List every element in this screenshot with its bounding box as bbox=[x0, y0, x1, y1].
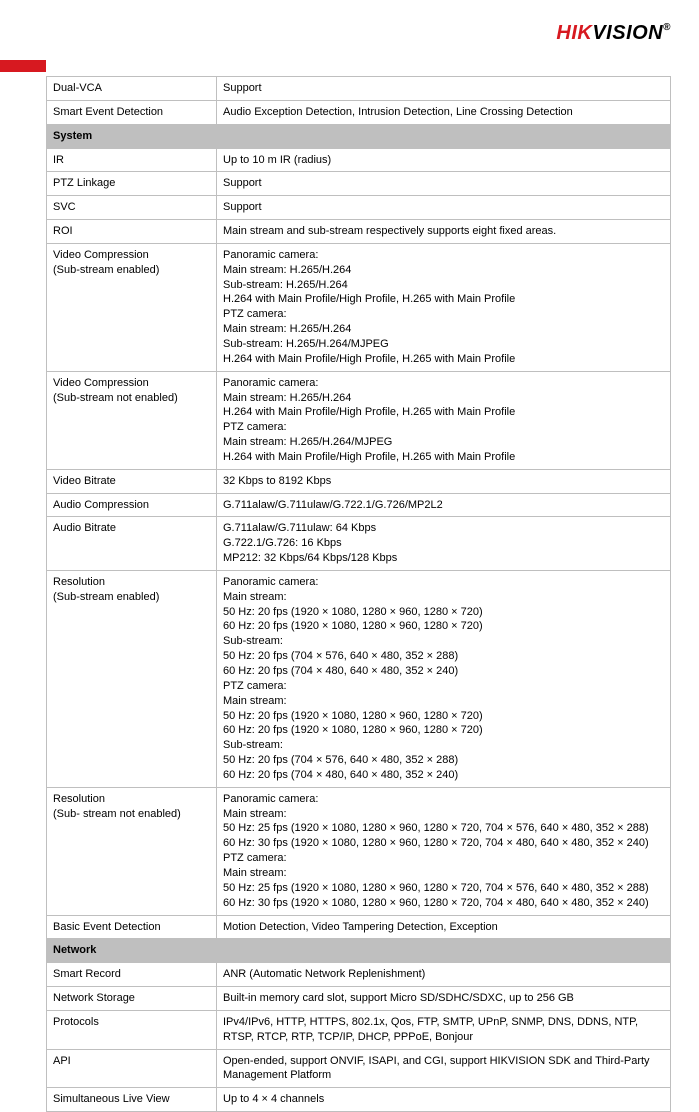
spec-key: IR bbox=[47, 148, 217, 172]
table-row: Video Compression (Sub-stream not enable… bbox=[47, 371, 671, 469]
spec-value: Panoramic camera: Main stream: H.265/H.2… bbox=[217, 243, 671, 371]
table-row: PTZ LinkageSupport bbox=[47, 172, 671, 196]
table-row: SVCSupport bbox=[47, 196, 671, 220]
brand-logo: HIKVISION® bbox=[556, 22, 671, 45]
logo-text-black: VISION bbox=[592, 22, 663, 44]
spec-value: Motion Detection, Video Tampering Detect… bbox=[217, 915, 671, 939]
table-row: Video Compression (Sub-stream enabled)Pa… bbox=[47, 243, 671, 371]
spec-value: Built-in memory card slot, support Micro… bbox=[217, 987, 671, 1011]
spec-key: ROI bbox=[47, 220, 217, 244]
accent-bar bbox=[0, 60, 46, 72]
table-row: Simultaneous Live ViewUp to 4 × 4 channe… bbox=[47, 1088, 671, 1112]
section-row: System bbox=[47, 124, 671, 148]
spec-value: Main stream and sub-stream respectively … bbox=[217, 220, 671, 244]
spec-value: Panoramic camera: Main stream: H.265/H.2… bbox=[217, 371, 671, 469]
table-row: Video Bitrate32 Kbps to 8192 Kbps bbox=[47, 469, 671, 493]
table-row: Resolution (Sub-stream enabled)Panoramic… bbox=[47, 570, 671, 787]
table-row: Dual-VCASupport bbox=[47, 77, 671, 101]
spec-value: Panoramic camera: Main stream: 50 Hz: 25… bbox=[217, 787, 671, 915]
section-title: System bbox=[47, 124, 671, 148]
spec-value: G.711alaw/G.711ulaw: 64 Kbps G.722.1/G.7… bbox=[217, 517, 671, 571]
spec-key: Resolution (Sub- stream not enabled) bbox=[47, 787, 217, 915]
table-row: ProtocolsIPv4/IPv6, HTTP, HTTPS, 802.1x,… bbox=[47, 1010, 671, 1049]
table-row: Smart RecordANR (Automatic Network Reple… bbox=[47, 963, 671, 987]
spec-key: Network Storage bbox=[47, 987, 217, 1011]
spec-value: Up to 10 m IR (radius) bbox=[217, 148, 671, 172]
spec-value: Panoramic camera: Main stream: 50 Hz: 20… bbox=[217, 570, 671, 787]
spec-value: ANR (Automatic Network Replenishment) bbox=[217, 963, 671, 987]
spec-value: G.711alaw/G.711ulaw/G.722.1/G.726/MP2L2 bbox=[217, 493, 671, 517]
spec-key: Video Bitrate bbox=[47, 469, 217, 493]
spec-key: Audio Bitrate bbox=[47, 517, 217, 571]
spec-key: Protocols bbox=[47, 1010, 217, 1049]
spec-key: Smart Record bbox=[47, 963, 217, 987]
table-row: Smart Event DetectionAudio Exception Det… bbox=[47, 100, 671, 124]
spec-value: IPv4/IPv6, HTTP, HTTPS, 802.1x, Qos, FTP… bbox=[217, 1010, 671, 1049]
section-title: Network bbox=[47, 939, 671, 963]
spec-key: Video Compression (Sub-stream not enable… bbox=[47, 371, 217, 469]
spec-key: PTZ Linkage bbox=[47, 172, 217, 196]
section-row: Network bbox=[47, 939, 671, 963]
table-row: ROIMain stream and sub-stream respective… bbox=[47, 220, 671, 244]
spec-key: Basic Event Detection bbox=[47, 915, 217, 939]
logo-text-red: HIK bbox=[556, 22, 592, 44]
spec-value: Support bbox=[217, 77, 671, 101]
table-row: Audio BitrateG.711alaw/G.711ulaw: 64 Kbp… bbox=[47, 517, 671, 571]
table-row: APIOpen-ended, support ONVIF, ISAPI, and… bbox=[47, 1049, 671, 1088]
spec-key: API bbox=[47, 1049, 217, 1088]
table-row: Basic Event DetectionMotion Detection, V… bbox=[47, 915, 671, 939]
spec-value: 32 Kbps to 8192 Kbps bbox=[217, 469, 671, 493]
spec-value: Support bbox=[217, 172, 671, 196]
logo-registered: ® bbox=[663, 22, 671, 33]
spec-table: Dual-VCASupportSmart Event DetectionAudi… bbox=[46, 76, 671, 1112]
spec-key: Audio Compression bbox=[47, 493, 217, 517]
spec-key: Smart Event Detection bbox=[47, 100, 217, 124]
table-row: Audio CompressionG.711alaw/G.711ulaw/G.7… bbox=[47, 493, 671, 517]
spec-key: Resolution (Sub-stream enabled) bbox=[47, 570, 217, 787]
table-row: IRUp to 10 m IR (radius) bbox=[47, 148, 671, 172]
spec-key: SVC bbox=[47, 196, 217, 220]
spec-value: Up to 4 × 4 channels bbox=[217, 1088, 671, 1112]
spec-key: Dual-VCA bbox=[47, 77, 217, 101]
spec-key: Simultaneous Live View bbox=[47, 1088, 217, 1112]
table-row: Resolution (Sub- stream not enabled)Pano… bbox=[47, 787, 671, 915]
table-row: Network StorageBuilt-in memory card slot… bbox=[47, 987, 671, 1011]
spec-value: Support bbox=[217, 196, 671, 220]
spec-value: Audio Exception Detection, Intrusion Det… bbox=[217, 100, 671, 124]
spec-key: Video Compression (Sub-stream enabled) bbox=[47, 243, 217, 371]
spec-value: Open-ended, support ONVIF, ISAPI, and CG… bbox=[217, 1049, 671, 1088]
